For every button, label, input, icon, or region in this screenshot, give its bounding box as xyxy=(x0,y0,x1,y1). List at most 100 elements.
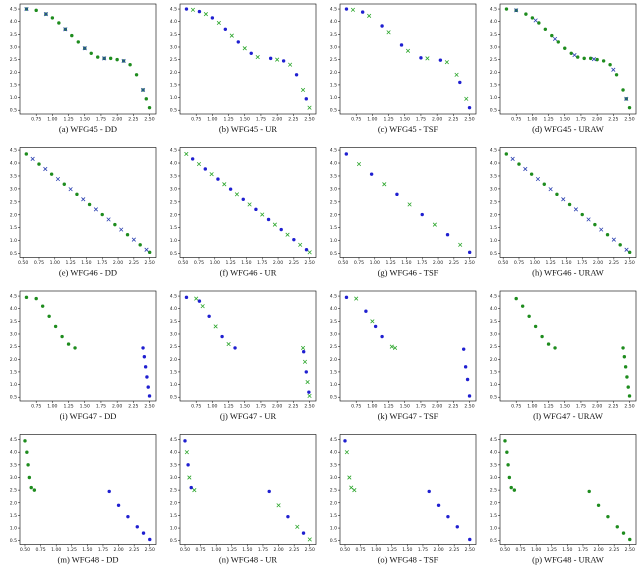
point xyxy=(304,248,309,252)
x-tick-label: 2.00 xyxy=(272,117,282,123)
point xyxy=(24,152,29,156)
point xyxy=(190,7,196,12)
y-tick-label: 3.5 xyxy=(490,462,497,468)
point xyxy=(623,365,628,369)
point xyxy=(392,345,398,350)
y-tick-label: 4.5 xyxy=(10,294,17,300)
point xyxy=(138,243,142,247)
y-tick-label: 0.5 xyxy=(170,108,177,114)
point xyxy=(527,314,531,318)
point xyxy=(445,233,450,237)
point xyxy=(301,349,306,354)
point xyxy=(82,46,87,51)
point xyxy=(419,56,423,60)
point xyxy=(304,370,308,374)
point xyxy=(203,12,208,17)
point xyxy=(100,212,104,217)
point xyxy=(145,375,149,379)
subplot: 0.75 1.00 1.25 1.50 1.75 2.00 2.25 2.50 0.5 1.0 1.… xyxy=(10,3,157,134)
y-tick-label: 4.0 xyxy=(330,450,337,456)
point xyxy=(255,55,260,60)
y-tick-label: 0.5 xyxy=(10,108,17,114)
y-tick-label: 4.0 xyxy=(10,450,17,456)
point xyxy=(267,489,271,494)
point xyxy=(210,16,215,20)
caption: (l) WFG47 - URAW xyxy=(533,411,603,421)
point xyxy=(360,10,365,14)
y-tick-label: 4.5 xyxy=(10,148,17,154)
y-tick-label: 2.0 xyxy=(170,70,177,76)
point xyxy=(87,202,92,207)
caption: (j) WFG47 - UR xyxy=(220,411,277,421)
y-tick-label: 1.0 xyxy=(170,382,177,388)
point xyxy=(285,232,290,237)
y-tick-label: 4.0 xyxy=(330,306,337,312)
point xyxy=(468,537,472,542)
x-tick-label: 2.50 xyxy=(304,404,314,410)
point xyxy=(350,7,356,12)
caption: (i) WFG47 - DD xyxy=(60,411,117,421)
y-tick-label: 3.0 xyxy=(330,331,337,337)
x-tick-label: 2.00 xyxy=(113,260,123,266)
x-tick-label: 0.50 xyxy=(498,260,508,266)
y-tick-label: 1.5 xyxy=(170,513,177,519)
plot-frame xyxy=(179,290,317,402)
x-tick-label: 1.25 xyxy=(383,117,393,123)
point xyxy=(203,167,208,171)
x-tick-label: 1.25 xyxy=(385,260,395,266)
point xyxy=(108,56,113,61)
y-tick-label: 4.0 xyxy=(490,19,497,25)
point xyxy=(32,488,37,492)
y-tick-label: 2.5 xyxy=(330,344,337,350)
point xyxy=(461,347,466,351)
point xyxy=(523,166,528,172)
point xyxy=(281,59,286,63)
point xyxy=(364,309,368,313)
point xyxy=(552,36,558,41)
x-tick-label: 2.25 xyxy=(289,547,299,553)
point xyxy=(556,40,560,44)
point xyxy=(344,450,349,455)
x-tick-label: 2.50 xyxy=(305,260,315,266)
point xyxy=(593,222,597,227)
y-tick-label: 3.0 xyxy=(490,331,497,337)
x-tick-label: 2.25 xyxy=(128,404,138,410)
subplot: 0.75 1.00 1.25 1.50 1.75 2.00 2.25 2.50 0.5 1.0 1.… xyxy=(10,290,157,421)
y-tick-label: 1.5 xyxy=(490,82,497,88)
x-tick-label: 2.25 xyxy=(448,404,458,410)
point xyxy=(68,187,73,192)
point xyxy=(621,346,625,350)
y-tick-label: 2.0 xyxy=(330,500,337,506)
x-tick-label: 2.25 xyxy=(608,404,618,410)
point xyxy=(553,346,557,350)
point xyxy=(407,202,412,207)
point xyxy=(223,27,228,31)
x-tick-label: 1.00 xyxy=(50,260,60,266)
point xyxy=(89,51,93,56)
y-tick-label: 4.0 xyxy=(170,19,177,25)
point xyxy=(427,489,431,494)
point xyxy=(386,30,391,35)
caption: (h) WFG46 - URAW xyxy=(532,267,604,277)
point xyxy=(126,514,130,519)
point xyxy=(141,346,145,350)
point xyxy=(186,463,190,467)
point xyxy=(236,40,240,44)
y-tick-label: 2.5 xyxy=(330,199,337,205)
x-tick-label: 1.00 xyxy=(210,260,220,266)
point xyxy=(148,537,152,542)
point xyxy=(43,166,48,172)
caption: (d) WFG45 - URAW xyxy=(532,124,604,134)
point xyxy=(503,439,507,443)
x-tick-label: 1.00 xyxy=(47,117,57,123)
y-tick-label: 1.5 xyxy=(10,369,17,375)
y-tick-label: 2.0 xyxy=(10,212,17,218)
x-tick-label: 0.50 xyxy=(338,260,348,266)
y-tick-label: 0.5 xyxy=(170,251,177,257)
point xyxy=(131,237,136,242)
y-tick-label: 1.5 xyxy=(490,369,497,375)
x-tick-label: 1.50 xyxy=(240,404,250,410)
plot-frame xyxy=(179,147,317,258)
point xyxy=(373,324,378,329)
x-tick-label: 0.75 xyxy=(34,260,44,266)
